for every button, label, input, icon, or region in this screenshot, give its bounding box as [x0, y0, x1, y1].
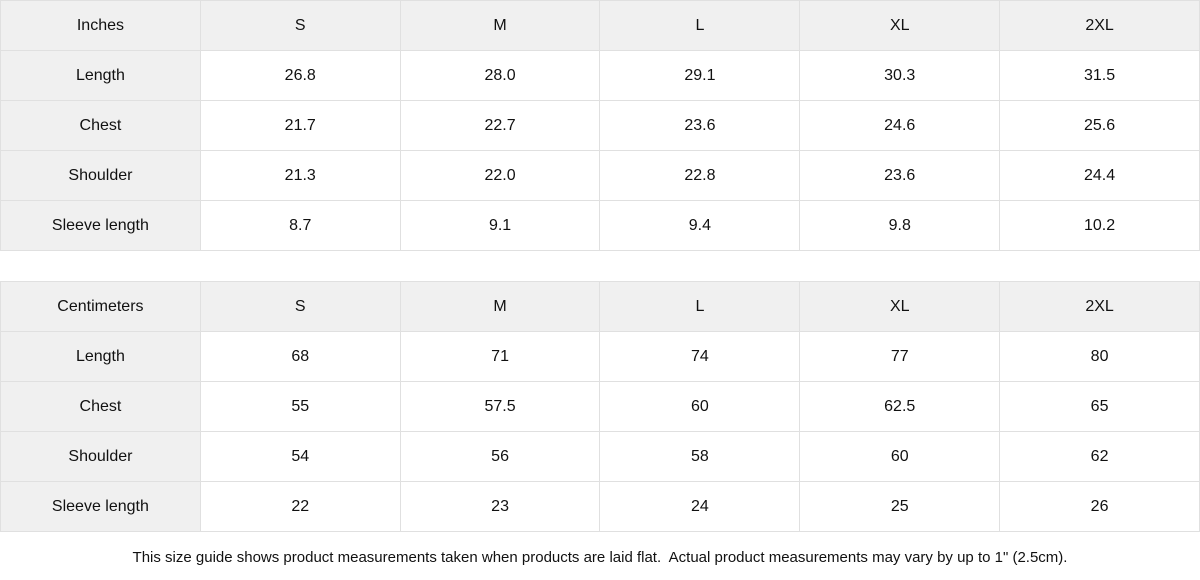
value-cell: 22.8 — [599, 150, 801, 201]
centimeters-table: Centimeters S M L XL 2XL Length 68 71 74… — [0, 281, 1200, 532]
value-cell: 62 — [999, 431, 1200, 482]
value-cell: 58 — [599, 431, 801, 482]
row-label-cell: Chest — [0, 100, 201, 151]
size-header-cell: S — [199, 0, 401, 51]
row-label-cell: Shoulder — [0, 150, 201, 201]
unit-header-cell: Centimeters — [0, 281, 201, 332]
value-cell: 26.8 — [199, 50, 401, 101]
inches-header-row: Inches S M L XL 2XL — [0, 0, 1200, 51]
value-cell: 9.4 — [599, 200, 801, 251]
inches-table: Inches S M L XL 2XL Length 26.8 28.0 29.… — [0, 0, 1200, 251]
table-gap — [0, 251, 1200, 281]
value-cell: 10.2 — [999, 200, 1200, 251]
value-cell: 54 — [199, 431, 401, 482]
value-cell: 22.7 — [399, 100, 601, 151]
value-cell: 80 — [999, 331, 1200, 382]
value-cell: 60 — [599, 381, 801, 432]
value-cell: 25 — [799, 481, 1001, 532]
value-cell: 29.1 — [599, 50, 801, 101]
row-label-cell: Chest — [0, 381, 201, 432]
size-header-cell: M — [399, 281, 601, 332]
size-header-cell: 2XL — [999, 281, 1200, 332]
size-header-cell: M — [399, 0, 601, 51]
value-cell: 30.3 — [799, 50, 1001, 101]
value-cell: 23.6 — [599, 100, 801, 151]
table-row: Length 26.8 28.0 29.1 30.3 31.5 — [0, 50, 1200, 101]
size-header-cell: XL — [799, 281, 1001, 332]
value-cell: 74 — [599, 331, 801, 382]
value-cell: 25.6 — [999, 100, 1200, 151]
value-cell: 23 — [399, 481, 601, 532]
table-row: Shoulder 54 56 58 60 62 — [0, 431, 1200, 482]
value-cell: 71 — [399, 331, 601, 382]
value-cell: 77 — [799, 331, 1001, 382]
table-row: Chest 21.7 22.7 23.6 24.6 25.6 — [0, 100, 1200, 151]
table-row: Shoulder 21.3 22.0 22.8 23.6 24.4 — [0, 150, 1200, 201]
size-header-cell: XL — [799, 0, 1001, 51]
table-row: Sleeve length 8.7 9.1 9.4 9.8 10.2 — [0, 200, 1200, 251]
value-cell: 24.4 — [999, 150, 1200, 201]
value-cell: 8.7 — [199, 200, 401, 251]
row-label-cell: Length — [0, 50, 201, 101]
value-cell: 26 — [999, 481, 1200, 532]
table-row: Length 68 71 74 77 80 — [0, 331, 1200, 382]
value-cell: 22.0 — [399, 150, 601, 201]
value-cell: 22 — [199, 481, 401, 532]
value-cell: 9.1 — [399, 200, 601, 251]
table-row: Chest 55 57.5 60 62.5 65 — [0, 381, 1200, 432]
value-cell: 60 — [799, 431, 1001, 482]
value-cell: 68 — [199, 331, 401, 382]
row-label-cell: Sleeve length — [0, 200, 201, 251]
row-label-cell: Sleeve length — [0, 481, 201, 532]
row-label-cell: Length — [0, 331, 201, 382]
value-cell: 24.6 — [799, 100, 1001, 151]
row-label-cell: Shoulder — [0, 431, 201, 482]
value-cell: 21.7 — [199, 100, 401, 151]
size-header-cell: L — [599, 0, 801, 51]
value-cell: 21.3 — [199, 150, 401, 201]
size-header-cell: S — [199, 281, 401, 332]
unit-header-cell: Inches — [0, 0, 201, 51]
value-cell: 28.0 — [399, 50, 601, 101]
value-cell: 9.8 — [799, 200, 1001, 251]
value-cell: 56 — [399, 431, 601, 482]
value-cell: 55 — [199, 381, 401, 432]
centimeters-header-row: Centimeters S M L XL 2XL — [0, 281, 1200, 332]
value-cell: 23.6 — [799, 150, 1001, 201]
size-header-cell: L — [599, 281, 801, 332]
size-guide-footnote: This size guide shows product measuremen… — [0, 532, 1200, 580]
value-cell: 57.5 — [399, 381, 601, 432]
value-cell: 31.5 — [999, 50, 1200, 101]
table-row: Sleeve length 22 23 24 25 26 — [0, 481, 1200, 532]
size-header-cell: 2XL — [999, 0, 1200, 51]
value-cell: 24 — [599, 481, 801, 532]
value-cell: 65 — [999, 381, 1200, 432]
value-cell: 62.5 — [799, 381, 1001, 432]
